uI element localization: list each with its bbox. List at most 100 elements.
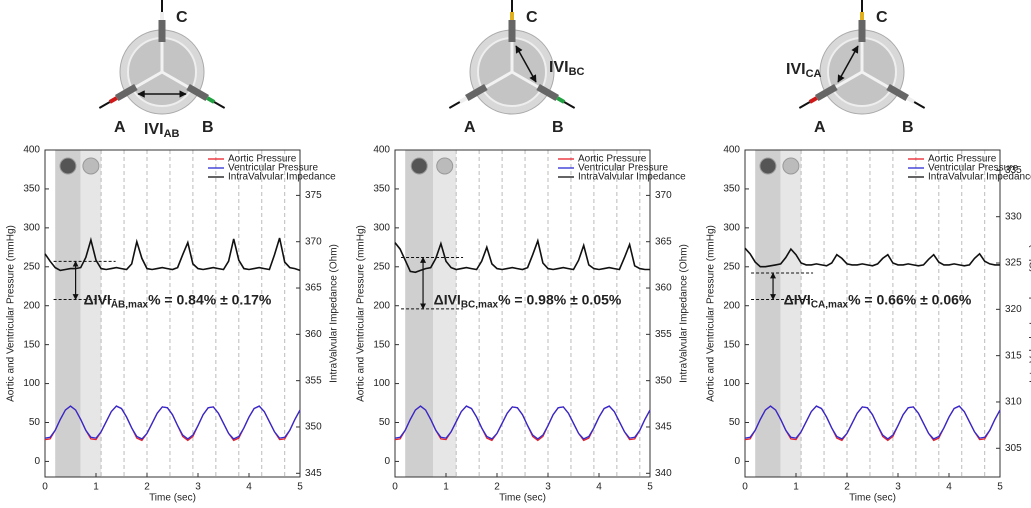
legend-label: IntraValvular Impedance [578,172,686,183]
plot-frame [44,149,301,478]
lead-wire [448,101,461,109]
y-tick-label: 200 [723,300,740,311]
y-tick-label: 100 [23,378,40,389]
x-tick-label: 4 [946,482,952,493]
electrode-tip [906,96,916,104]
phase-span [755,150,781,477]
x-axis-label: Time (sec) [499,493,546,503]
ann-main: ΔIVI [84,291,111,307]
leaflet-line [161,70,193,91]
legend-label: Ventricular Pressure [228,163,318,174]
delta-annotation: ΔIVIBC,max% = 0.98% ± 0.05% [434,291,622,310]
ivi-main: IVI [786,61,806,78]
y-tick-label: 150 [373,339,390,350]
series-line [744,247,1000,268]
y2-tick-label: 335 [1005,165,1022,176]
electrode [465,83,488,102]
x-tick-label: 3 [545,482,551,493]
y-tick-label: 250 [373,261,390,272]
label-b: B [902,119,914,136]
y-axis-label: Aortic and Ventricular Pressure (mmHg) [6,225,17,402]
y2-tick-label: 325 [1005,258,1022,269]
electrode-tip [108,96,118,104]
y2-tick-label: 330 [1005,211,1022,222]
y2-tick-label: 365 [305,283,322,294]
label-a: A [114,119,126,136]
y2-tick-label: 350 [305,422,322,433]
y-tick-label: 50 [29,417,41,428]
y2-tick-label: 360 [305,329,322,340]
phase-icon [82,157,100,175]
ivi-label: IVICA [786,61,822,80]
y-tick-label: 250 [23,261,40,272]
lead-wire [213,101,226,109]
legend-label: Aortic Pressure [928,154,997,165]
x-tick-label: 4 [246,482,252,493]
y-tick-label: 150 [23,339,40,350]
phase-span [405,150,434,477]
x-tick-label: 1 [93,482,99,493]
x-tick-label: 3 [195,482,201,493]
ann-rest: % = 0.98% ± 0.05% [498,291,622,307]
y-tick-label: 300 [23,222,40,233]
y-tick-label: 400 [373,145,390,156]
y-tick-label: 0 [34,456,40,467]
ann-main: ΔIVI [784,291,811,307]
legend-label: IntraValvular Impedance [928,172,1031,183]
x-tick-label: 3 [895,482,901,493]
y-tick-label: 100 [723,378,740,389]
phase-icon [782,157,800,175]
series-line [744,405,1001,440]
label-c: C [176,9,188,26]
ann-sub: BC,max [461,299,499,310]
ann-sub: AB,max [111,299,149,310]
y-tick-label: 200 [23,300,40,311]
x-tick-label: 0 [392,482,398,493]
label-b: B [552,119,564,136]
phase-span [55,150,81,477]
y-tick-label: 300 [373,222,390,233]
ivi-label: IVIBC [549,59,585,78]
y2-tick-label: 365 [655,236,672,247]
lead-wire [563,101,576,109]
y2-axis-label: IntraValvular Impedance (Ohm) [329,244,340,383]
y-tick-label: 100 [373,378,390,389]
x-tick-label: 0 [742,482,748,493]
ivi-arrow [837,45,859,83]
y-tick-label: 250 [723,261,740,272]
label-c: C [876,9,888,26]
y2-axis-label: IntraValvular Impedance (Ohm) [1029,244,1031,383]
y-tick-label: 0 [734,456,740,467]
phase-icon [410,157,428,175]
y-tick-label: 350 [23,184,40,195]
x-tick-label: 1 [793,482,799,493]
leaflet-line [861,70,893,91]
lead-wire [913,101,926,109]
y-tick-label: 150 [723,339,740,350]
ann-rest: % = 0.66% ± 0.06% [848,291,972,307]
x-axis-label: Time (sec) [849,493,896,503]
x-tick-label: 2 [844,482,850,493]
x-tick-label: 2 [144,482,150,493]
y2-tick-label: 345 [305,468,322,479]
phase-span [780,150,802,477]
ivi-label: IVIAB [144,121,180,140]
electrode-tip [206,96,216,104]
x-tick-label: 4 [596,482,602,493]
y2-tick-label: 340 [655,468,672,479]
electrode [536,83,559,102]
series-line [44,236,301,272]
y2-axis-label: IntraValvular Impedance (Ohm) [679,244,690,383]
ivi-main: IVI [549,59,569,76]
ann-main: ΔIVI [434,291,461,307]
y2-tick-label: 315 [1005,350,1022,361]
x-tick-label: 2 [494,482,500,493]
ivi-arrow [515,45,537,83]
y2-tick-label: 370 [655,190,672,201]
x-tick-label: 5 [297,482,303,493]
plot-frame [744,149,1001,478]
y-tick-label: 400 [23,145,40,156]
lead-wire [98,101,111,109]
y-tick-label: 50 [729,417,741,428]
